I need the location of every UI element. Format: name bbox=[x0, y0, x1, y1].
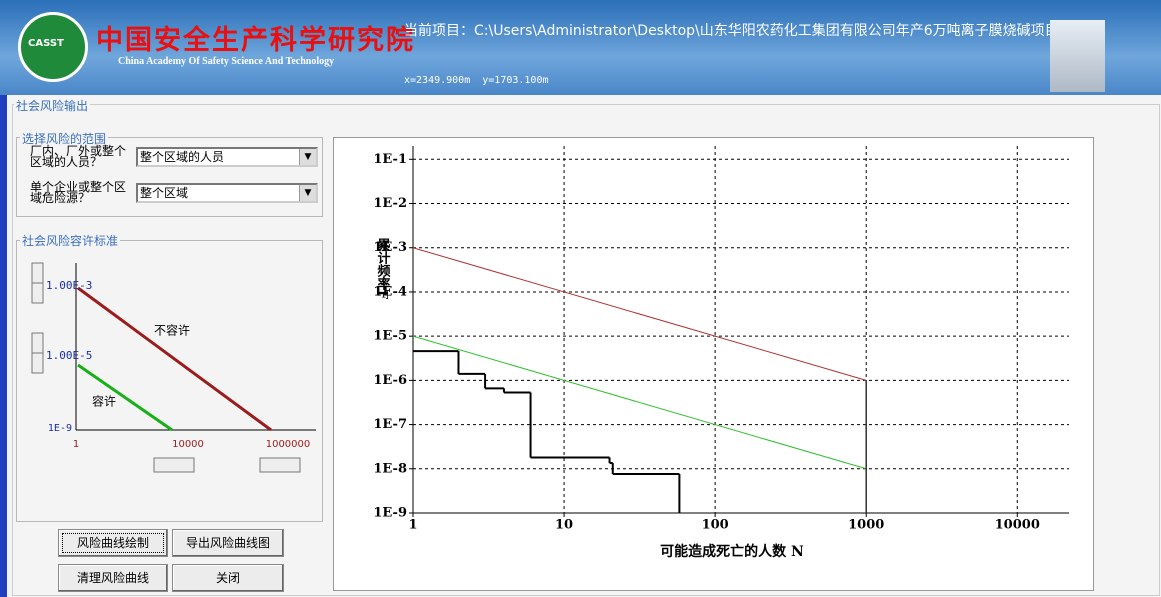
dropdown-arrow[interactable]: ▼ bbox=[299, 149, 316, 165]
axis-label: 1E-9 bbox=[48, 423, 72, 434]
region-label: 不容许 bbox=[154, 323, 190, 338]
group-title: 社会风险容许标准 bbox=[20, 232, 120, 249]
dropdown-value: 整个区域的人员 bbox=[140, 150, 224, 164]
x-tick-label: 10 bbox=[555, 518, 573, 533]
y-tick-label: 1E-4 bbox=[373, 284, 407, 299]
y-tick-label: 1E-8 bbox=[373, 461, 407, 476]
y-tick-label: 1E-1 bbox=[373, 152, 407, 167]
title-en: China Academy Of Safety Science And Tech… bbox=[118, 56, 334, 67]
label: 单个企业或整个区域危险源？ bbox=[30, 182, 136, 204]
spin-button[interactable] bbox=[32, 283, 43, 303]
spin-button[interactable] bbox=[32, 333, 43, 353]
spin-button[interactable] bbox=[32, 263, 43, 283]
button[interactable]: 清理风险曲线 bbox=[58, 564, 168, 592]
coordinates: x=2349.900m y=1703.100m bbox=[404, 75, 549, 86]
screen: CASST 中国安全生产科学研究院 China Academy Of Safet… bbox=[0, 0, 1161, 597]
slider[interactable] bbox=[154, 458, 194, 472]
y-tick-label: 1E-5 bbox=[373, 329, 407, 344]
label: 厂内、厂外或整个区域的人员？ bbox=[30, 146, 136, 168]
dropdown[interactable]: 整个区域的人员 ▼ bbox=[136, 147, 318, 167]
x-tick-label: 1 bbox=[408, 518, 417, 533]
header: CASST 中国安全生产科学研究院 China Academy Of Safet… bbox=[0, 0, 1161, 95]
chart: 累计频率F 可能造成死亡的人数 N 1E-91E-81E-71E-61E-51E… bbox=[333, 137, 1094, 591]
y-tick-label: 1E-7 bbox=[373, 417, 407, 432]
unacceptable-line bbox=[78, 288, 271, 430]
y-tick-label: 1E-3 bbox=[373, 240, 407, 255]
project-path: 当前项目：C:\Users\Administrator\Desktop\山东华阳… bbox=[404, 20, 1154, 40]
slider[interactable] bbox=[260, 458, 300, 472]
y-tick-label: 1E-6 bbox=[373, 373, 407, 388]
dropdown[interactable]: 整个区域 ▼ bbox=[136, 183, 318, 203]
axis-label: 1000000 bbox=[266, 439, 311, 450]
x-tick-label: 100 bbox=[702, 518, 729, 533]
spin-button[interactable] bbox=[32, 353, 43, 373]
button[interactable]: 风险曲线绘制 bbox=[58, 529, 168, 557]
x-tick-label: 10000 bbox=[995, 518, 1040, 533]
button[interactable]: 导出风险曲线图 bbox=[172, 529, 284, 557]
series-line bbox=[413, 248, 866, 381]
criteria-diagram: 1.00E-3 1.00E-5 不容许 容许 1E-9 1 10000 1000… bbox=[16, 248, 321, 488]
lower-label: 1.00E-5 bbox=[46, 349, 92, 362]
dropdown-arrow[interactable]: ▼ bbox=[299, 185, 316, 201]
logo-text: CASST bbox=[28, 38, 64, 49]
dropdown-value: 整个区域 bbox=[140, 186, 188, 200]
y-tick-label: 1E-2 bbox=[373, 196, 407, 211]
left-border bbox=[0, 95, 7, 597]
axis-label: 10000 bbox=[172, 439, 204, 450]
x-tick-label: 1000 bbox=[848, 518, 884, 533]
title-cn: 中国安全生产科学研究院 bbox=[96, 18, 415, 57]
x-axis-label: 可能造成死亡的人数 N bbox=[660, 543, 804, 560]
y-tick-label: 1E-9 bbox=[373, 506, 407, 521]
group-title: 社会风险输出 bbox=[14, 97, 90, 114]
series-line bbox=[413, 336, 866, 469]
button[interactable]: 关闭 bbox=[172, 564, 284, 592]
region-label: 容许 bbox=[92, 394, 116, 409]
building-image bbox=[1050, 20, 1105, 92]
axis-label: 1 bbox=[73, 439, 79, 450]
upper-label: 1.00E-3 bbox=[46, 279, 92, 292]
